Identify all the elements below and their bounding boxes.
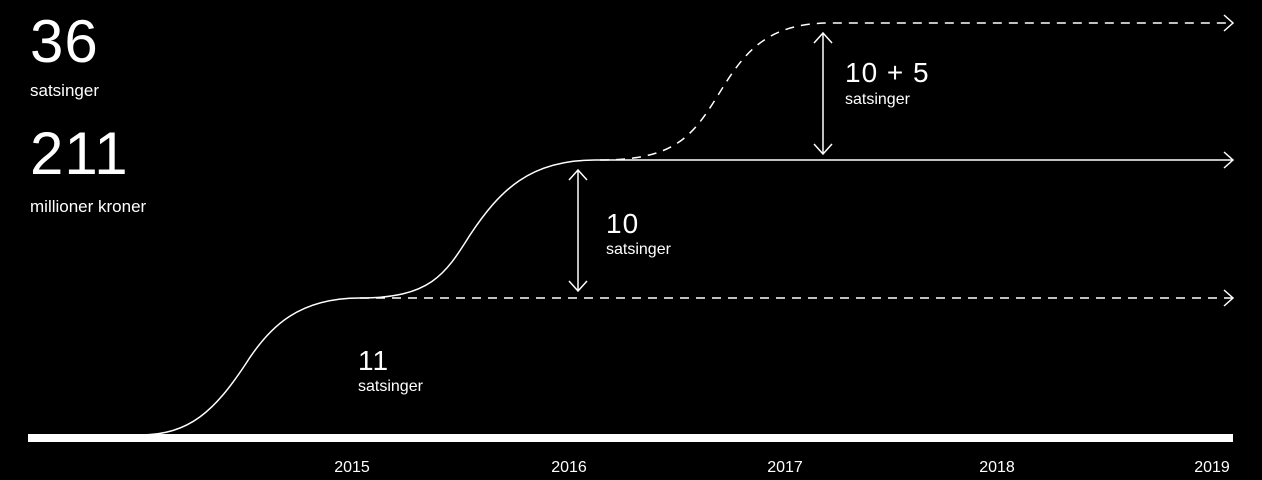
initiatives-count: 36 (30, 8, 99, 75)
budget-label: millioner kroner (30, 197, 147, 216)
year-label-2017: 2017 (767, 459, 803, 476)
annotation-2017-number: 10 + 5 (845, 57, 930, 88)
budget-amount: 211 (30, 120, 129, 187)
initiatives-label: satsinger (30, 81, 99, 100)
year-label-2019: 2019 (1194, 459, 1230, 476)
measure-arrow-upper (813, 31, 833, 156)
annotation-2016-number: 10 (606, 208, 640, 239)
annotation-2017-label: satsinger (845, 91, 910, 108)
annotation-2015-number: 11 (358, 345, 390, 376)
year-label-2016: 2016 (551, 459, 587, 476)
year-label-2018: 2018 (979, 459, 1015, 476)
annotation-2015-label: satsinger (358, 378, 423, 395)
annotation-2016-label: satsinger (606, 241, 671, 258)
arrowhead-solid (1223, 151, 1235, 169)
measure-arrow-lower (568, 168, 588, 293)
arrowhead-lower (1223, 289, 1235, 307)
projection-curve-upper (599, 22, 1233, 161)
arrowhead-upper (1223, 14, 1235, 32)
year-label-2015: 2015 (334, 459, 370, 476)
